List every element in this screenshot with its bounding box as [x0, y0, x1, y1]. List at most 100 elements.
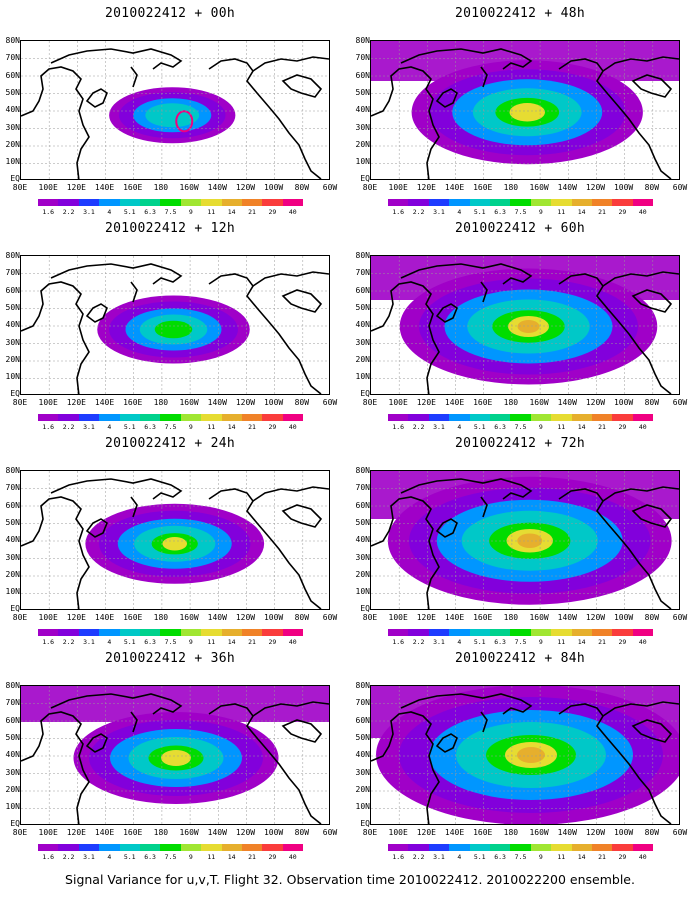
latitude-tick-label: 10N — [5, 157, 20, 167]
colorbar-label: 14 — [227, 423, 236, 431]
colorbar-swatch — [262, 844, 283, 851]
latitude-tick-label: 60N — [355, 715, 370, 725]
latitude-tick-label: 20N — [5, 139, 20, 149]
longitude-tick-label: 80E — [362, 398, 378, 407]
colorbar-swatch — [571, 629, 592, 636]
latitude-tick-label: 70N — [355, 698, 370, 708]
colorbar-label: 11 — [557, 208, 566, 216]
longitude-tick-label: 100W — [263, 183, 284, 192]
longitude-tick-label: 140E — [94, 183, 115, 192]
colorbar-label: 1.6 — [42, 423, 55, 431]
latitude-tick-label: 60N — [355, 285, 370, 295]
map-panel: 2010022412 + 12h 80N 70N 60N 50N 40N 30N 20N 10N… — [0, 215, 340, 431]
longitude-tick-label: 80W — [644, 183, 660, 192]
latitude-tick-label: 40N — [5, 535, 20, 545]
longitude-tick-label: 100W — [613, 183, 634, 192]
longitude-tick-label: 80E — [362, 613, 378, 622]
colorbar-swatch — [469, 199, 490, 206]
longitude-tick-label: 180 — [503, 183, 519, 192]
longitude-tick-label: 160W — [529, 828, 549, 837]
colorbar-swatch — [551, 414, 572, 421]
latitude-tick-label: 60N — [5, 70, 20, 80]
longitude-tick-label: 120E — [66, 828, 86, 837]
longitude-tick-label: 120E — [416, 183, 436, 192]
colorbar-label: 40 — [638, 638, 647, 646]
colorbar-label: 7.5 — [164, 638, 177, 646]
longitude-tick-label: 160E — [123, 183, 143, 192]
longitude-tick-label: 80E — [362, 183, 378, 192]
latitude-tick-label: 30N — [5, 552, 20, 562]
colorbar-label: 11 — [557, 423, 566, 431]
colorbar-label: 4 — [107, 423, 112, 431]
colorbar-swatch — [612, 414, 633, 421]
latitude-tick-label: 70N — [355, 53, 370, 63]
colorbar-label: 3.1 — [433, 423, 445, 431]
colorbar-swatch — [160, 199, 181, 206]
colorbar-swatch — [632, 844, 654, 851]
colorbar-label: 3.1 — [433, 208, 445, 216]
colorbar-swatch — [469, 844, 490, 851]
longitude-tick-label: 140W — [557, 398, 577, 407]
colorbar-label: 3.1 — [83, 208, 95, 216]
latitude-tick-label: 40N — [355, 320, 370, 330]
longitude-tick-label: 180 — [503, 398, 519, 407]
latitude-tick-label: 70N — [5, 483, 20, 493]
colorbar-swatch — [388, 414, 409, 421]
longitude-tick-label: 140E — [444, 398, 465, 407]
colorbar-label: 14 — [227, 638, 236, 646]
latitude-tick-label: 20N — [5, 784, 20, 794]
latitude-tick-label: 10N — [355, 802, 370, 812]
colorbar-label: 7.5 — [514, 638, 527, 646]
colorbar-label: 21 — [248, 638, 256, 646]
longitude-tick-label: 100W — [263, 613, 284, 622]
colorbar-swatch — [510, 629, 531, 636]
colorbar-label: 14 — [577, 638, 586, 646]
colorbar-label: 11 — [207, 208, 216, 216]
longitude-tick-label: 160E — [123, 398, 143, 407]
latitude-tick-label: 40N — [5, 105, 20, 115]
colorbar-label: 7.5 — [514, 423, 527, 431]
latitude-tick-label: 60N — [355, 500, 370, 510]
panel-title: 2010022412 + 60h — [454, 221, 586, 236]
longitude-tick-label: 100W — [263, 398, 284, 407]
colorbar-label: 5.1 — [473, 638, 486, 646]
colorbar-swatch — [119, 414, 140, 421]
longitude-tick-label: 180 — [503, 828, 519, 837]
colorbar-swatch — [58, 414, 79, 421]
longitude-tick-label: 60W — [672, 398, 688, 407]
latitude-tick-label: 30N — [5, 122, 20, 132]
colorbar-swatch — [58, 629, 79, 636]
colorbar-label: 1.6 — [392, 853, 405, 861]
latitude-tick-label: 30N — [355, 122, 370, 132]
latitude-tick-label: 80N — [355, 36, 370, 45]
colorbar-swatch — [241, 629, 263, 636]
colorbar-label: 40 — [288, 208, 297, 216]
colorbar-label: 14 — [227, 853, 236, 861]
colorbar-label: 9 — [538, 638, 543, 646]
latitude-tick-label: EQ — [360, 819, 370, 829]
colorbar-label: 6.3 — [144, 208, 156, 216]
map-panel: 2010022412 + 48h 80N 70N 60N 50N 40N 30N 20N 10N… — [350, 0, 690, 216]
longitude-tick-label: 160E — [473, 183, 493, 192]
longitude-tick-label: 80E — [12, 398, 28, 407]
map-panel: 2010022412 + 60h 80N 70N 60N 50N 40N 30N 20N 10N… — [350, 215, 690, 431]
colorbar-swatch — [38, 199, 59, 206]
colorbar-swatch — [241, 414, 263, 421]
colorbar-label: 2.2 — [412, 423, 425, 431]
colorbar-swatch — [449, 414, 470, 421]
colorbar-swatch — [180, 199, 202, 206]
colorbar-swatch — [58, 199, 79, 206]
colorbar-label: 7.5 — [164, 208, 177, 216]
longitude-tick-label: 60W — [322, 613, 338, 622]
colorbar-label: 2.2 — [62, 638, 75, 646]
colorbar — [388, 629, 654, 636]
colorbar-swatch — [510, 844, 531, 851]
latitude-tick-label: 50N — [355, 87, 370, 97]
latitude-tick-label: 60N — [5, 715, 20, 725]
colorbar-swatch — [221, 199, 242, 206]
latitude-tick-label: 30N — [355, 337, 370, 347]
colorbar-label: 5.1 — [473, 853, 486, 861]
signal-variance-map — [370, 685, 680, 825]
latitude-tick-label: 60N — [355, 70, 370, 80]
colorbar-label: 5.1 — [123, 638, 136, 646]
